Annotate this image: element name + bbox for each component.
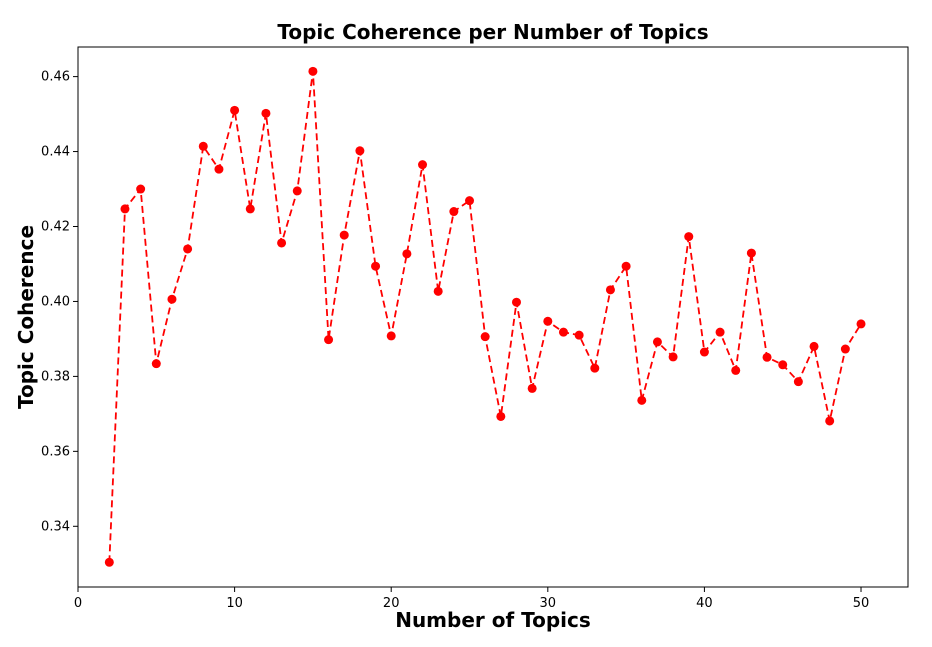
x-tick-label: 40 [696, 596, 713, 611]
data-point [778, 360, 788, 370]
plot-frame [77, 46, 909, 588]
data-point [840, 344, 850, 354]
data-point [496, 411, 506, 421]
data-point [371, 261, 381, 271]
y-tick-label: 0.46 [41, 70, 70, 85]
data-point [731, 365, 741, 375]
data-point [433, 286, 443, 296]
x-tick-label: 30 [540, 596, 557, 611]
data-point [402, 249, 412, 259]
y-tick-label: 0.36 [41, 444, 70, 459]
data-point [590, 363, 600, 373]
y-axis-ticks: 0.34 0.36 0.38 0.40 0.42 0.44 0.46 [41, 70, 78, 534]
x-axis-label: Number of Topics [395, 608, 591, 632]
data-point [277, 238, 287, 248]
x-axis-ticks: 0 10 20 30 40 50 [74, 587, 869, 611]
data-point [386, 331, 396, 341]
data-point [762, 352, 772, 362]
x-tick-label: 50 [853, 596, 870, 611]
y-axis-label: Topic Coherence [14, 225, 38, 409]
x-tick-label: 10 [226, 596, 243, 611]
x-tick-label: 20 [383, 596, 400, 611]
data-point [684, 232, 694, 242]
data-point [308, 66, 318, 76]
data-point [668, 352, 678, 362]
data-point [558, 327, 568, 337]
y-tick-label: 0.40 [41, 294, 70, 309]
data-point [183, 244, 193, 254]
plot-area [104, 66, 866, 567]
data-point [198, 141, 208, 151]
data-point [621, 261, 631, 271]
data-point [746, 248, 756, 258]
data-point [605, 285, 615, 295]
data-point [104, 557, 114, 567]
data-point [167, 294, 177, 304]
data-point [465, 196, 475, 206]
data-point [699, 347, 709, 357]
data-point [355, 146, 365, 156]
data-point [856, 319, 866, 329]
data-point [574, 330, 584, 340]
data-point [214, 164, 224, 174]
y-tick-label: 0.34 [41, 519, 70, 534]
data-point [543, 316, 553, 326]
y-tick-label: 0.44 [41, 145, 70, 160]
data-point [793, 377, 803, 387]
data-point [715, 327, 725, 337]
data-point [527, 383, 537, 393]
data-point [120, 204, 130, 214]
data-point [339, 230, 349, 240]
data-point [809, 341, 819, 351]
data-point [637, 395, 647, 405]
y-tick-label: 0.38 [41, 369, 70, 384]
data-point [230, 105, 240, 115]
data-point [449, 207, 459, 217]
data-point [825, 416, 835, 426]
data-point [136, 184, 146, 194]
data-point [652, 337, 662, 347]
data-point [151, 359, 161, 369]
x-tick-label: 0 [74, 596, 82, 611]
chart-title: Topic Coherence per Number of Topics [277, 20, 708, 44]
data-point [292, 186, 302, 196]
data-point [261, 108, 271, 118]
data-point [324, 335, 334, 345]
data-point [418, 160, 428, 170]
data-point [480, 332, 490, 342]
y-tick-label: 0.42 [41, 220, 70, 235]
data-point [511, 297, 521, 307]
data-point [245, 204, 255, 214]
